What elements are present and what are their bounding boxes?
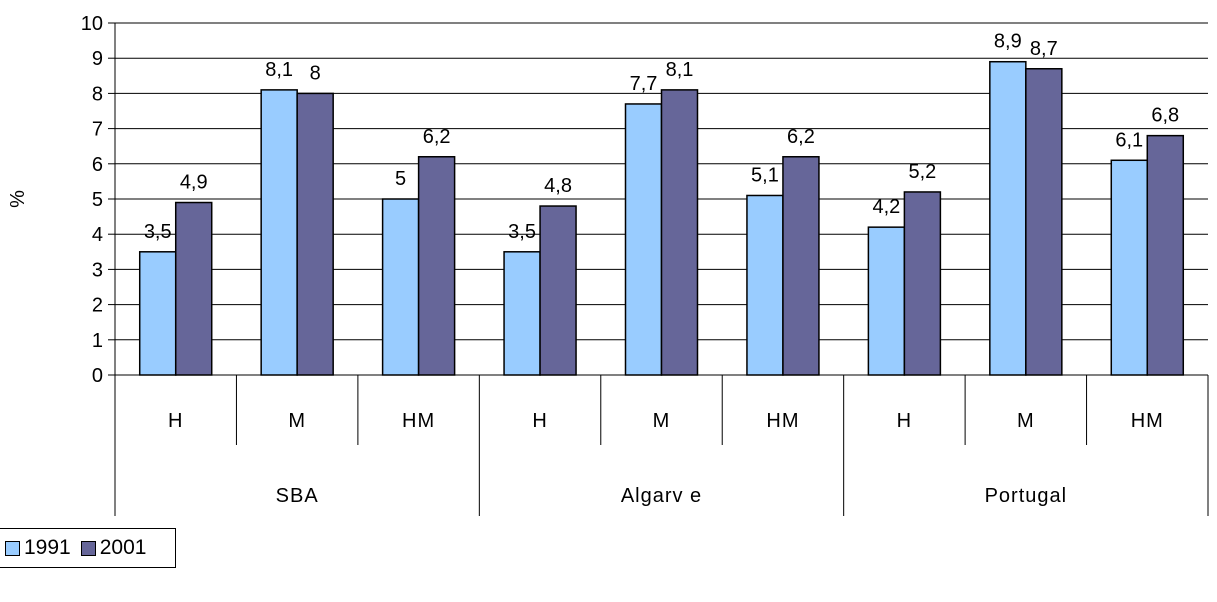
x-category-label: H <box>897 410 912 432</box>
legend-item-2001: 2001 <box>80 536 147 560</box>
x-category-label: HM <box>1131 410 1164 432</box>
data-label: 8,7 <box>1030 38 1058 60</box>
data-label: 3,5 <box>508 221 536 243</box>
x-group-label: SBA <box>276 485 319 507</box>
bar-2001-2 <box>417 156 456 376</box>
legend: 1991 2001 <box>0 528 176 568</box>
y-tick-label: 7 <box>92 119 103 141</box>
legend-item-1991: 1991 <box>5 536 71 560</box>
x-category-label: M <box>1017 410 1035 432</box>
bar-1991-6 <box>867 226 906 376</box>
y-tick-label: 10 <box>81 13 103 35</box>
bar-1991-5 <box>746 194 784 376</box>
bar-1991-4 <box>624 103 663 376</box>
data-label: 8,1 <box>265 59 293 81</box>
data-label: 8,1 <box>666 59 694 81</box>
legend-swatch-1991 <box>5 540 20 556</box>
data-label: 6,8 <box>1151 105 1179 127</box>
data-label: 5,1 <box>751 164 779 186</box>
bar-1991-3 <box>503 251 541 376</box>
bar-2001-0 <box>174 201 213 376</box>
data-label: 6,2 <box>423 126 451 148</box>
bar-1991-7 <box>989 60 1027 376</box>
bar-2001-8 <box>1146 134 1185 376</box>
y-tick-label: 8 <box>92 83 103 105</box>
bar-2001-4 <box>660 89 699 376</box>
data-label: 6,2 <box>787 126 815 148</box>
x-group-label: Algarv e <box>621 485 702 507</box>
data-label: 8 <box>310 62 321 84</box>
y-tick-label: 9 <box>92 48 103 70</box>
data-label: 3,5 <box>144 221 172 243</box>
bar-2001-3 <box>539 205 577 376</box>
x-category-label: H <box>168 410 183 432</box>
bar-1991-8 <box>1110 159 1149 376</box>
y-tick-label: 5 <box>92 189 103 211</box>
data-label: 6,1 <box>1115 129 1143 151</box>
bar-2001-7 <box>1025 68 1063 376</box>
y-tick-label: 4 <box>92 224 103 246</box>
y-tick-label: 0 <box>92 365 103 387</box>
y-tick-label: 1 <box>92 330 103 352</box>
legend-label-2001: 2001 <box>99 536 147 559</box>
y-tick-label: 2 <box>92 295 103 317</box>
x-category-label: M <box>653 410 671 432</box>
bar-1991-2 <box>381 198 420 376</box>
bar-2001-5 <box>782 156 820 376</box>
x-group-label: Portugal <box>985 485 1068 507</box>
x-category-label: H <box>532 410 547 432</box>
data-label: 4,9 <box>180 172 208 194</box>
y-tick-label: 3 <box>92 259 103 281</box>
data-label: 5 <box>395 168 406 190</box>
bar-1991-1 <box>260 89 298 376</box>
data-label: 8,9 <box>994 31 1022 53</box>
legend-label-1991: 1991 <box>24 536 71 559</box>
y-axis-label: % <box>7 190 29 208</box>
bar-2001-6 <box>903 191 942 376</box>
bar-2001-1 <box>296 92 334 376</box>
data-label: 4,2 <box>872 196 900 218</box>
data-label: 4,8 <box>544 175 572 197</box>
x-category-label: HM <box>402 410 435 432</box>
x-category-label: M <box>288 410 306 432</box>
x-category-label: HM <box>766 410 799 432</box>
bar-1991-0 <box>138 251 177 376</box>
y-tick-label: 6 <box>92 154 103 176</box>
data-label: 7,7 <box>630 73 658 95</box>
data-label: 5,2 <box>908 161 936 183</box>
legend-swatch-2001 <box>80 540 96 556</box>
